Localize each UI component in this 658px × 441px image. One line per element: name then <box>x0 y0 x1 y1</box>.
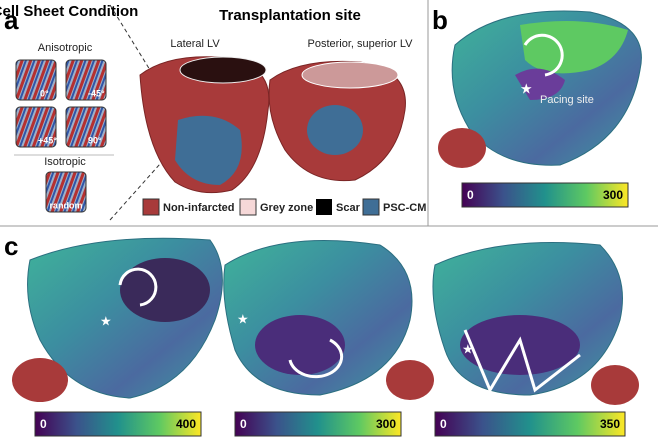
panel-label: c <box>4 231 18 261</box>
angle-label: 90° <box>88 135 102 145</box>
reentry-arrow <box>523 33 564 77</box>
site-label: Posterior, superior LV <box>308 38 414 50</box>
colorbar-min: 0 <box>440 417 447 431</box>
thumbnail <box>15 106 57 148</box>
angle-label: 0° <box>40 88 49 98</box>
colorbar <box>461 182 629 208</box>
pacing-star: ★ <box>237 311 249 326</box>
colorbar-min: 0 <box>240 417 247 431</box>
activation-region <box>255 315 345 375</box>
legend-swatch <box>362 198 380 216</box>
colorbar-min: 0 <box>40 417 47 431</box>
heart-thumbnail <box>591 365 639 405</box>
panel-label: b <box>432 5 448 35</box>
pacing-star: ★ <box>520 81 533 97</box>
heart-thumbnail <box>438 128 486 168</box>
reentry-arrow <box>463 329 581 394</box>
heading: Cell Sheet Condition <box>0 3 138 20</box>
thumbnail <box>65 106 107 148</box>
thumbnail <box>45 171 87 213</box>
legend-label: Scar <box>336 202 361 214</box>
activation-region <box>520 21 628 74</box>
graft <box>307 105 363 155</box>
pacing-star: ★ <box>462 341 474 356</box>
legend: Non-infarcted Grey zone Scar PSC-CM <box>142 198 426 216</box>
valve-ring <box>301 61 399 89</box>
colorbar-min: 0 <box>467 188 474 202</box>
pacing-star: ★ <box>100 313 112 328</box>
colorbar-max: 300 <box>603 188 623 202</box>
angle-label: +45° <box>38 135 57 145</box>
heart-thumbnail <box>12 358 68 402</box>
thumbnails <box>15 59 107 213</box>
reentry-arrow <box>288 338 344 379</box>
activation-region <box>515 68 565 100</box>
activation-region <box>120 258 210 322</box>
legend-label: PSC-CM <box>383 202 426 214</box>
colorbar <box>234 411 402 437</box>
angle-label: random <box>49 200 82 210</box>
subheading: Anisotropic <box>38 42 93 54</box>
legend-swatch <box>142 198 160 216</box>
reentry-arrow <box>118 267 158 307</box>
valve-ring <box>179 56 267 84</box>
legend-swatch <box>316 199 332 215</box>
guide-line <box>109 154 169 221</box>
thumbnail <box>15 59 57 101</box>
heart-thumbnail <box>386 360 434 400</box>
colorbar-max: 350 <box>600 417 620 431</box>
subheading: Isotropic <box>44 156 86 168</box>
hearts-c: ★ ★ ★ <box>12 237 639 405</box>
heading: Transplantation site <box>219 7 361 24</box>
thumbnail <box>65 59 107 101</box>
colorbar <box>34 411 202 437</box>
colorbar <box>434 411 626 437</box>
angle-label: -45° <box>88 88 105 98</box>
panel-label: a <box>4 5 19 35</box>
legend-label: Grey zone <box>260 202 313 214</box>
colorbar-max: 400 <box>176 417 196 431</box>
annotation: Pacing site <box>540 94 594 106</box>
heart-model <box>139 56 406 194</box>
legend-swatch <box>239 198 257 216</box>
legend-label: Non-infarcted <box>163 202 235 214</box>
graft <box>175 115 242 185</box>
site-label: Lateral LV <box>170 38 220 50</box>
guide-line <box>109 4 151 71</box>
colorbar-max: 300 <box>376 417 396 431</box>
